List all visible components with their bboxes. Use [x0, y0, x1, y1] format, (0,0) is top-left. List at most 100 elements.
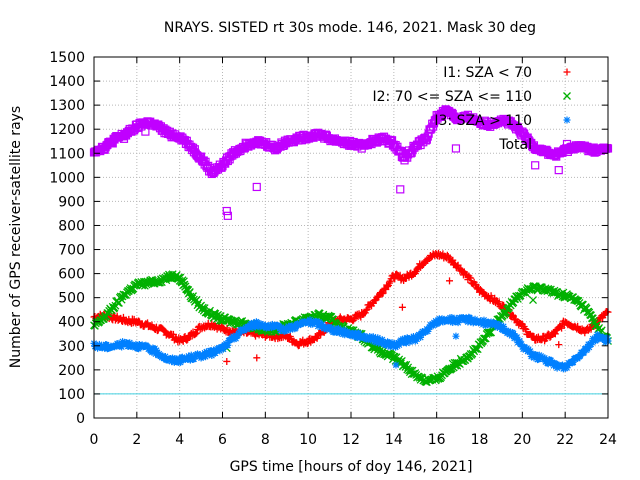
data-point	[585, 343, 593, 351]
data-point	[523, 344, 531, 352]
outlier-point	[531, 161, 540, 170]
data-point	[497, 323, 505, 331]
legend-label: I3: SZA > 110	[434, 113, 532, 129]
data-point	[510, 334, 518, 342]
data-point	[434, 319, 442, 327]
data-point	[500, 322, 508, 330]
data-point	[200, 352, 208, 360]
y-tick-label: 900	[58, 194, 85, 210]
x-tick-label: 0	[90, 432, 99, 448]
data-point	[518, 127, 527, 136]
data-point	[521, 325, 529, 333]
outlier-point	[529, 296, 538, 305]
y-tick-label: 1500	[49, 50, 85, 66]
y-tick-label: 600	[58, 267, 85, 283]
legend-marker	[563, 92, 571, 100]
data-point	[400, 360, 409, 369]
data-point	[202, 353, 210, 361]
x-axis-label: GPS time [hours of doy 146, 2021]	[230, 459, 473, 475]
data-point	[95, 340, 103, 348]
data-point	[317, 321, 325, 329]
data-point	[402, 339, 410, 347]
data-point	[541, 354, 549, 362]
data-point	[228, 334, 236, 342]
series-3	[89, 105, 613, 220]
data-point	[603, 334, 611, 342]
outlier-point	[223, 357, 231, 365]
data-point	[495, 298, 503, 306]
data-point	[513, 333, 521, 341]
data-point	[504, 327, 512, 335]
data-point	[438, 315, 446, 323]
data-point	[425, 325, 433, 333]
data-point	[351, 333, 359, 341]
y-tick-label: 300	[58, 339, 85, 355]
outlier-point	[555, 341, 563, 349]
chart-title: NRAYS. SISTED rt 30s mode. 146, 2021. Ma…	[164, 20, 536, 36]
data-point	[223, 156, 232, 166]
data-point	[544, 360, 552, 368]
data-point	[373, 336, 381, 344]
data-point	[372, 338, 380, 346]
data-point	[509, 312, 517, 320]
data-point	[576, 352, 584, 360]
data-point	[253, 319, 261, 327]
data-point	[533, 352, 541, 360]
data-point	[454, 261, 462, 269]
outlier-point	[396, 185, 405, 194]
y-tick-label: 400	[58, 315, 85, 331]
data-point	[224, 341, 232, 349]
outlier-point	[554, 166, 563, 175]
data-point	[563, 364, 571, 372]
x-tick-label: 18	[471, 432, 489, 448]
data-point	[496, 320, 504, 328]
data-point	[219, 345, 227, 353]
data-point	[190, 355, 198, 363]
outlier-point	[452, 332, 460, 340]
legend-marker	[562, 139, 572, 149]
y-tick-label: 200	[58, 363, 85, 379]
data-point	[216, 347, 224, 355]
data-point	[350, 316, 358, 324]
data-point	[243, 325, 251, 333]
data-point	[115, 339, 123, 347]
outlier-point	[222, 206, 231, 216]
outlier-point	[451, 144, 461, 153]
data-point	[551, 330, 559, 338]
data-point	[454, 319, 462, 327]
y-tick-label: 1200	[49, 122, 85, 138]
data-point	[539, 353, 547, 361]
y-tick-label: 1300	[49, 98, 85, 114]
data-point	[363, 305, 371, 313]
data-point	[516, 337, 524, 345]
data-point	[413, 335, 421, 343]
data-point	[417, 333, 425, 341]
series-2	[90, 313, 612, 373]
data-point	[395, 341, 403, 349]
data-point	[318, 320, 326, 328]
data-point	[542, 334, 550, 342]
data-point	[135, 317, 143, 325]
y-tick-label: 800	[58, 218, 85, 234]
data-point	[482, 322, 490, 330]
data-point	[132, 340, 140, 348]
data-point	[257, 320, 265, 328]
data-point	[118, 343, 126, 351]
data-point	[211, 349, 219, 357]
data-point	[353, 333, 361, 341]
y-tick-label: 1000	[49, 170, 85, 186]
x-tick-label: 10	[299, 432, 317, 448]
data-point	[169, 330, 177, 338]
data-point	[509, 330, 517, 338]
y-axis-label: Number of GPS receiver-satellite rays	[8, 106, 24, 368]
data-point	[193, 329, 201, 337]
outlier-point	[119, 134, 129, 143]
y-tick-label: 500	[58, 291, 85, 307]
data-point	[427, 124, 436, 133]
data-point	[204, 161, 213, 170]
data-point	[245, 324, 253, 332]
data-point	[391, 275, 399, 283]
outlier-point	[446, 277, 454, 285]
data-point	[529, 351, 537, 359]
x-tick-label: 20	[513, 432, 531, 448]
